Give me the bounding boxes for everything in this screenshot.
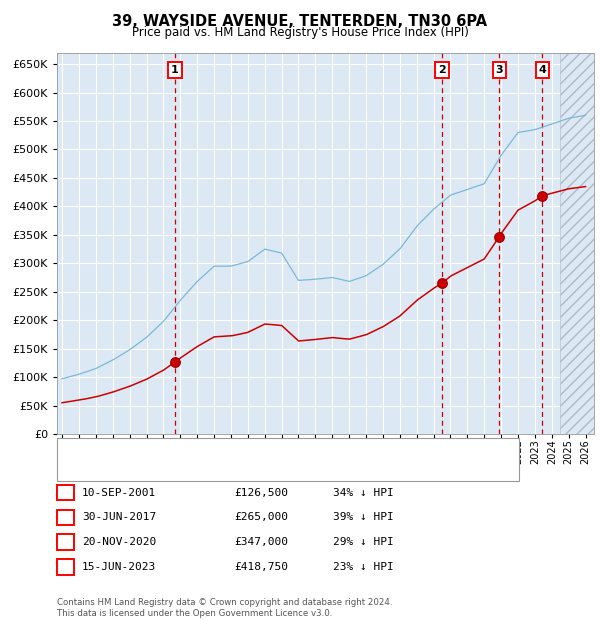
Text: 39, WAYSIDE AVENUE, TENTERDEN, TN30 6PA: 39, WAYSIDE AVENUE, TENTERDEN, TN30 6PA bbox=[112, 14, 488, 29]
Text: £347,000: £347,000 bbox=[234, 537, 288, 547]
Text: 2: 2 bbox=[438, 65, 446, 75]
Text: HPI: Average price, detached house, Ashford: HPI: Average price, detached house, Ashf… bbox=[92, 464, 325, 474]
Text: 3: 3 bbox=[496, 65, 503, 75]
Text: £265,000: £265,000 bbox=[234, 512, 288, 523]
Text: Price paid vs. HM Land Registry's House Price Index (HPI): Price paid vs. HM Land Registry's House … bbox=[131, 26, 469, 39]
Text: 23% ↓ HPI: 23% ↓ HPI bbox=[333, 562, 394, 572]
Text: 4: 4 bbox=[539, 65, 547, 75]
Text: 39, WAYSIDE AVENUE, TENTERDEN, TN30 6PA (detached house): 39, WAYSIDE AVENUE, TENTERDEN, TN30 6PA … bbox=[92, 445, 424, 454]
Text: 15-JUN-2023: 15-JUN-2023 bbox=[82, 562, 157, 572]
Text: 4: 4 bbox=[61, 562, 70, 572]
Text: 10-SEP-2001: 10-SEP-2001 bbox=[82, 487, 157, 498]
Text: 1: 1 bbox=[62, 487, 69, 498]
Text: £418,750: £418,750 bbox=[234, 562, 288, 572]
Text: 30-JUN-2017: 30-JUN-2017 bbox=[82, 512, 157, 523]
Text: 1: 1 bbox=[171, 65, 179, 75]
Text: £126,500: £126,500 bbox=[234, 487, 288, 498]
Text: 34% ↓ HPI: 34% ↓ HPI bbox=[333, 487, 394, 498]
Text: 3: 3 bbox=[62, 537, 69, 547]
Text: 2: 2 bbox=[62, 512, 69, 523]
Text: Contains HM Land Registry data © Crown copyright and database right 2024.
This d: Contains HM Land Registry data © Crown c… bbox=[57, 598, 392, 618]
Text: 29% ↓ HPI: 29% ↓ HPI bbox=[333, 537, 394, 547]
Text: 39% ↓ HPI: 39% ↓ HPI bbox=[333, 512, 394, 523]
Text: 20-NOV-2020: 20-NOV-2020 bbox=[82, 537, 157, 547]
